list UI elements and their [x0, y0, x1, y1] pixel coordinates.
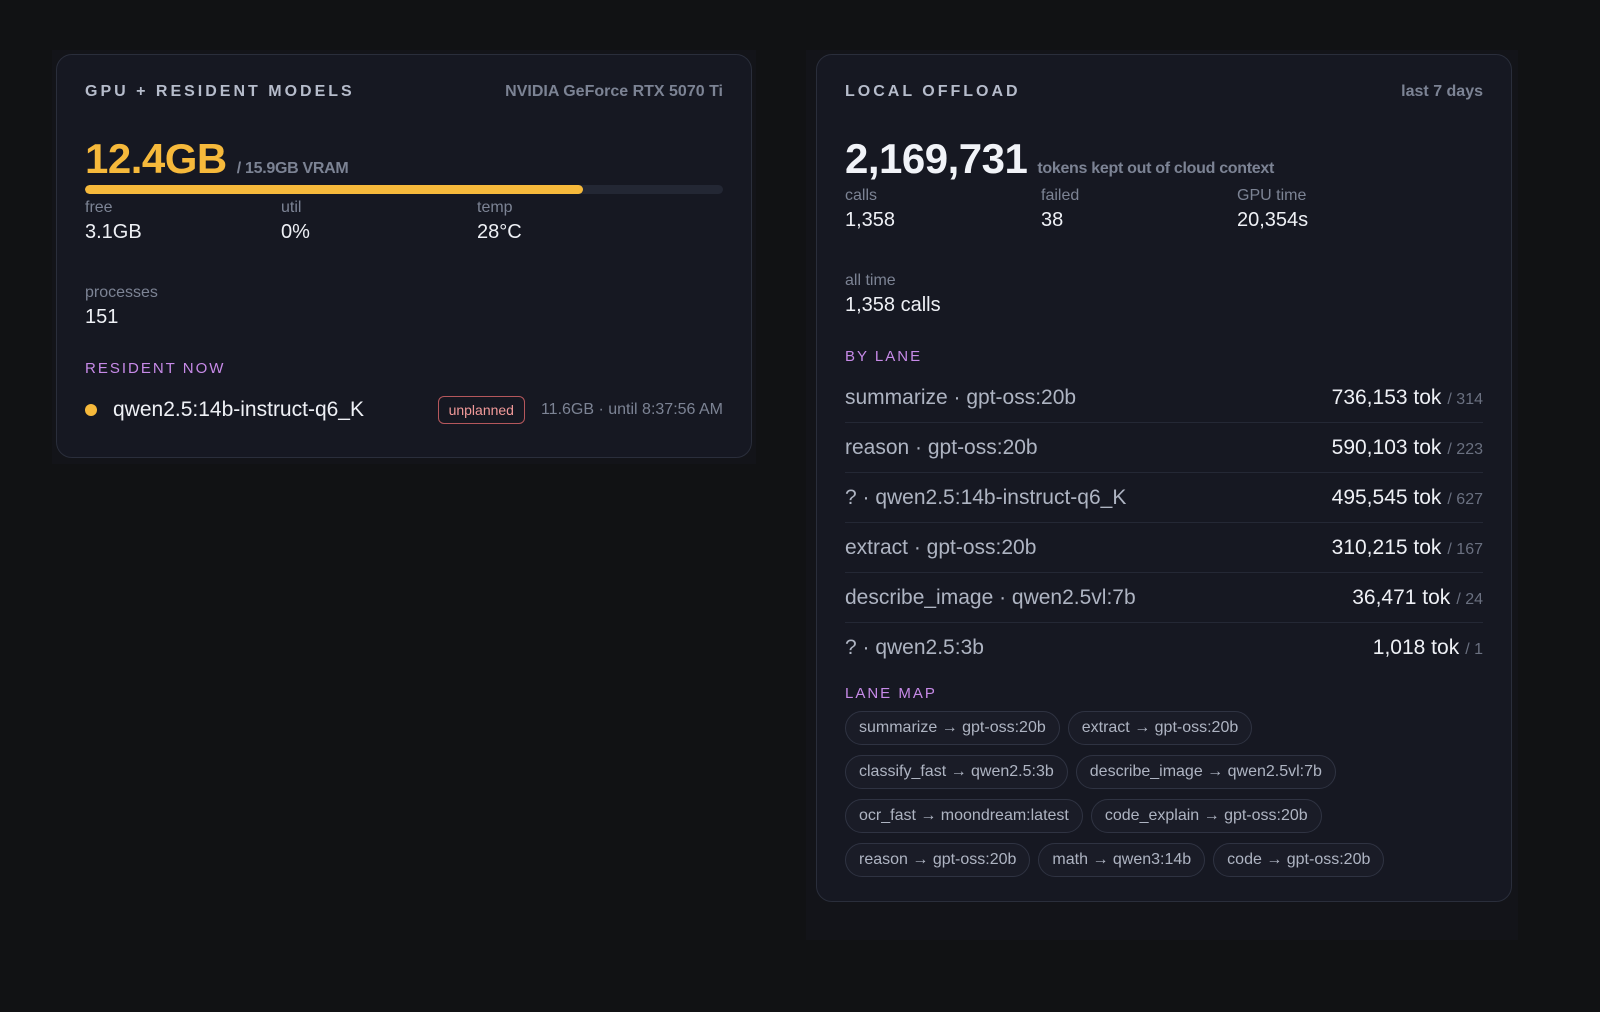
- offload-card: LOCAL OFFLOAD last 7 days 2,169,731 toke…: [816, 54, 1512, 902]
- lane-calls: / 627: [1447, 490, 1483, 508]
- lane-name: describe_image · qwen2.5vl:7b: [845, 585, 1136, 609]
- lane-map-chips: summarize → gpt-oss:20b extract → gpt-oss…: [845, 711, 1399, 877]
- lane-row[interactable]: ? · qwen2.5:3b 1,018 tok / 1: [845, 623, 1483, 672]
- lane-map-chip[interactable]: code_explain → gpt-oss:20b: [1090, 799, 1322, 833]
- gpu-device-name: NVIDIA GeForce RTX 5070 Ti: [505, 83, 723, 100]
- lane-map-chip[interactable]: classify_fast → qwen2.5:3b: [845, 755, 1068, 789]
- lane-stats: 495,545 tok / 627: [1332, 486, 1483, 510]
- stat-temp: temp 28°C: [477, 199, 522, 244]
- lane-stats: 310,215 tok / 167: [1332, 536, 1483, 560]
- vram-bar: [85, 185, 723, 194]
- stat-label: failed: [1041, 187, 1080, 204]
- lane-calls: / 167: [1447, 540, 1483, 558]
- lane-tokens: 310,215 tok: [1331, 535, 1442, 559]
- tokens-label: tokens kept out of cloud context: [1037, 160, 1274, 177]
- lane-map-chip[interactable]: reason → gpt-oss:20b: [845, 843, 1031, 877]
- stat-util: util 0%: [281, 199, 310, 244]
- lane-row[interactable]: reason · gpt-oss:20b 590,103 tok / 223: [845, 423, 1483, 473]
- lane-map-chip[interactable]: ocr_fast → moondream:latest: [845, 799, 1083, 833]
- vram-bar-fill: [85, 185, 583, 194]
- vram-used: 12.4GB: [85, 135, 227, 182]
- lane-stats: 1,018 tok / 1: [1373, 636, 1483, 660]
- lane-name: extract · gpt-oss:20b: [845, 535, 1037, 559]
- stat-label: temp: [477, 199, 513, 216]
- stat-label: all time: [845, 272, 896, 289]
- lane-calls: / 223: [1447, 440, 1483, 458]
- lane-tokens: 495,545 tok: [1331, 485, 1442, 509]
- lane-row[interactable]: summarize · gpt-oss:20b 736,153 tok / 314: [845, 373, 1483, 423]
- lane-stats: 736,153 tok / 314: [1332, 386, 1483, 410]
- lane-name: reason · gpt-oss:20b: [845, 435, 1038, 459]
- vram-usage: 12.4GB / 15.9GB VRAM: [85, 135, 349, 183]
- stat-value: 3.1GB: [85, 221, 142, 243]
- stat-calls: calls 1,358: [845, 187, 895, 232]
- stat-processes: processes 151: [85, 284, 158, 329]
- lane-row[interactable]: extract · gpt-oss:20b 310,215 tok / 167: [845, 523, 1483, 573]
- lane-calls: / 1: [1465, 640, 1483, 658]
- stat-label: free: [85, 199, 113, 216]
- offload-period: last 7 days: [1401, 83, 1483, 100]
- lane-name: ? · qwen2.5:3b: [845, 635, 984, 659]
- tokens-count: 2,169,731: [845, 135, 1028, 182]
- offload-card-title: LOCAL OFFLOAD: [845, 83, 1021, 100]
- lane-row[interactable]: ? · qwen2.5:14b-instruct-q6_K 495,545 tok…: [845, 473, 1483, 523]
- lane-tokens: 36,471 tok: [1352, 585, 1451, 609]
- resident-model-name: qwen2.5:14b-instruct-q6_K: [113, 398, 364, 421]
- resident-model-meta: 11.6GB · until 8:37:56 AM: [540, 401, 723, 418]
- vram-total: / 15.9GB VRAM: [236, 160, 349, 177]
- unplanned-badge: unplanned: [437, 396, 525, 424]
- stat-all-time: all time 1,358 calls: [845, 272, 941, 317]
- lane-name: summarize · gpt-oss:20b: [845, 385, 1077, 409]
- stat-value: 38: [1041, 209, 1064, 231]
- lane-tokens: 736,153 tok: [1331, 385, 1442, 409]
- stat-label: calls: [845, 187, 878, 204]
- lane-row[interactable]: describe_image · qwen2.5vl:7b 36,471 tok /…: [845, 573, 1483, 623]
- by-lane-label: BY LANE: [845, 348, 923, 365]
- status-dot-icon: [85, 404, 97, 416]
- stat-label: util: [281, 199, 302, 216]
- stat-label: GPU time: [1237, 187, 1307, 204]
- stat-value: 1,358 calls: [845, 294, 941, 316]
- stat-free: free 3.1GB: [85, 199, 142, 244]
- lane-calls: / 314: [1447, 390, 1483, 408]
- lane-map-chip[interactable]: math → qwen3:14b: [1038, 843, 1206, 877]
- resident-now-label: RESIDENT NOW: [85, 360, 226, 377]
- lane-list: summarize · gpt-oss:20b 736,153 tok / 314 r…: [845, 373, 1483, 672]
- stat-value: 28°C: [477, 221, 522, 243]
- lane-map-chip[interactable]: code → gpt-oss:20b: [1213, 843, 1385, 877]
- resident-model-row[interactable]: qwen2.5:14b-instruct-q6_K unplanned 11.6…: [85, 393, 723, 427]
- lane-calls: / 24: [1456, 590, 1483, 608]
- lane-map-chip[interactable]: extract → gpt-oss:20b: [1067, 711, 1253, 745]
- stat-gpu-time: GPU time 20,354s: [1237, 187, 1308, 232]
- stat-value: 151: [85, 306, 119, 328]
- lane-map-chip[interactable]: describe_image → qwen2.5vl:7b: [1075, 755, 1336, 789]
- lane-map-chip[interactable]: summarize → gpt-oss:20b: [845, 711, 1060, 745]
- lane-tokens: 590,103 tok: [1331, 435, 1442, 459]
- lane-stats: 590,103 tok / 223: [1332, 436, 1483, 460]
- stat-failed: failed 38: [1041, 187, 1079, 232]
- lane-tokens: 1,018 tok: [1372, 635, 1460, 659]
- gpu-card-header: GPU + RESIDENT MODELS NVIDIA GeForce RTX…: [85, 83, 723, 101]
- gpu-card: GPU + RESIDENT MODELS NVIDIA GeForce RTX…: [56, 54, 752, 458]
- stat-value: 0%: [281, 221, 310, 243]
- stat-value: 20,354s: [1237, 209, 1309, 231]
- tokens-kept: 2,169,731 tokens kept out of cloud conte…: [845, 135, 1274, 183]
- lane-name: ? · qwen2.5:14b-instruct-q6_K: [845, 485, 1127, 509]
- stat-label: processes: [85, 284, 158, 301]
- gpu-card-title: GPU + RESIDENT MODELS: [85, 83, 355, 100]
- lane-stats: 36,471 tok / 24: [1352, 586, 1483, 610]
- lane-map-label: LANE MAP: [845, 685, 937, 702]
- stat-value: 1,358: [845, 209, 896, 231]
- offload-card-header: LOCAL OFFLOAD last 7 days: [845, 83, 1483, 101]
